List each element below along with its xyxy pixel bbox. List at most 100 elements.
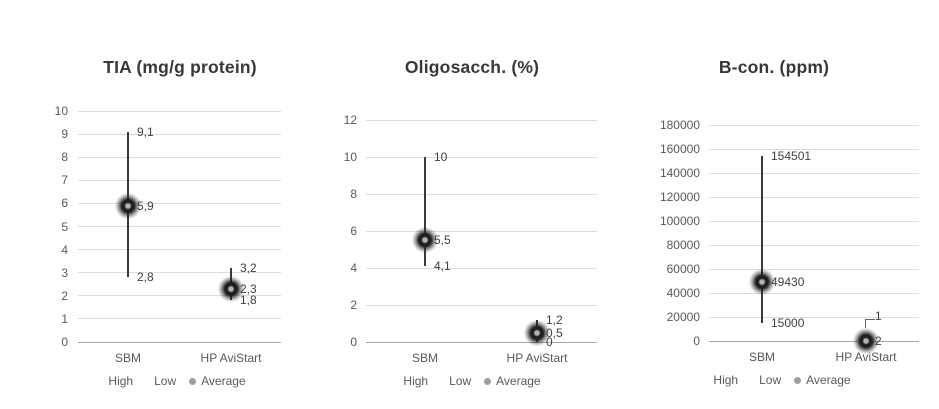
data-label-average: 2,3 — [240, 281, 257, 296]
legend-item-high: High — [713, 373, 739, 387]
y-gridline — [709, 172, 919, 174]
y-gridline — [78, 226, 281, 227]
average-marker — [749, 268, 775, 295]
y-gridline — [709, 148, 919, 150]
y-gridline — [78, 295, 281, 297]
y-gridline — [78, 249, 281, 251]
y-tick-label: 6 — [61, 196, 68, 211]
y-tick-label: 2 — [61, 288, 68, 303]
chart-title: TIA (mg/g protein) — [103, 57, 257, 77]
data-label-high: 154501 — [771, 148, 812, 163]
y-gridline — [78, 318, 281, 320]
data-label-low: 0 — [546, 335, 553, 349]
data-label-high: 1 — [875, 308, 882, 323]
y-tick-label: 8 — [350, 187, 357, 201]
y-gridline — [366, 156, 597, 158]
y-gridline — [709, 220, 919, 222]
data-label-low: 15000 — [771, 316, 805, 330]
data-label-average: 0,5 — [546, 325, 563, 340]
y-tick-label: 120000 — [659, 190, 700, 204]
data-label-average: 5,9 — [137, 198, 154, 213]
y-gridline — [78, 272, 281, 274]
legend: High Low Average — [57, 374, 297, 389]
y-gridline — [366, 341, 597, 343]
average-marker — [115, 192, 141, 219]
y-tick-label: 80000 — [666, 238, 700, 252]
y-gridline — [366, 304, 597, 306]
y-tick-label: 9 — [61, 127, 68, 142]
legend-average-dot-icon — [794, 377, 802, 384]
y-gridline — [78, 179, 281, 181]
average-marker — [218, 275, 244, 302]
legend: High Low Average — [352, 374, 592, 389]
y-tick-label: 6 — [350, 224, 357, 238]
y-tick-label: 0 — [61, 335, 68, 349]
average-marker — [524, 319, 550, 346]
y-tick-label: 60000 — [666, 262, 700, 276]
data-label-high: 1,2 — [546, 312, 563, 327]
legend-item-high: High — [108, 374, 134, 388]
data-label-low: 4,1 — [434, 259, 451, 274]
y-tick-label: 180000 — [659, 118, 700, 132]
y-tick-label: 4 — [61, 242, 68, 257]
data-label-average: 5,5 — [434, 233, 451, 248]
y-gridline — [709, 340, 919, 342]
legend-item-average: Average — [806, 373, 851, 387]
y-tick-label: 10 — [54, 104, 68, 118]
data-label-average: 49430 — [771, 274, 805, 289]
y-tick-label: 8 — [61, 150, 68, 165]
y-gridline — [709, 244, 919, 246]
legend-item-high: High — [403, 374, 429, 388]
average-marker — [853, 327, 879, 354]
hilo-whisker — [424, 157, 426, 267]
y-gridline — [78, 110, 281, 112]
legend-item-low: Low — [759, 373, 782, 387]
legend: High Low Average — [662, 373, 902, 388]
y-tick-label: 3 — [61, 265, 68, 280]
y-gridline — [366, 119, 597, 121]
y-tick-label: 0 — [350, 335, 357, 349]
y-gridline — [78, 133, 281, 135]
legend-item-average: Average — [496, 374, 541, 388]
y-tick-label: 10 — [343, 150, 357, 164]
y-gridline — [78, 341, 281, 343]
y-tick-label: 2 — [350, 298, 357, 312]
y-tick-label: 0 — [693, 334, 700, 348]
data-label-high: 10 — [434, 150, 448, 164]
y-gridline — [709, 292, 919, 294]
category-label: SBM — [748, 350, 775, 364]
legend-average-dot-icon — [484, 378, 492, 385]
y-gridline — [366, 193, 597, 195]
y-tick-label: 140000 — [659, 166, 700, 180]
legend-item-low: Low — [154, 374, 177, 388]
y-tick-label: 160000 — [659, 142, 700, 156]
y-gridline — [709, 268, 919, 270]
category-label: SBM — [114, 351, 141, 365]
y-gridline — [366, 267, 597, 269]
category-label: SBM — [411, 351, 438, 365]
data-label-high: 3,2 — [240, 261, 257, 276]
y-tick-label: 40000 — [666, 286, 700, 300]
data-label-high: 9,1 — [137, 124, 154, 139]
data-label-low: 2,8 — [137, 270, 154, 285]
category-label: HP AviStart — [200, 351, 262, 365]
category-label: HP AviStart — [835, 350, 897, 364]
y-gridline — [78, 202, 281, 204]
label-leader-line — [865, 318, 875, 328]
y-tick-label: 100000 — [659, 214, 700, 228]
category-label: HP AviStart — [506, 351, 568, 365]
data-label-average: 2 — [875, 333, 882, 348]
chart-title: Oligosacch. (%) — [404, 57, 540, 77]
y-tick-label: 20000 — [666, 310, 700, 324]
legend-item-average: Average — [201, 374, 246, 388]
y-gridline — [366, 230, 597, 232]
hilo-whisker — [761, 155, 763, 323]
legend-average-dot-icon — [189, 378, 197, 385]
y-gridline — [709, 316, 919, 318]
average-marker — [412, 227, 438, 254]
y-gridline — [709, 196, 919, 198]
legend-item-low: Low — [449, 374, 472, 388]
chart-title: B-con. (ppm) — [718, 57, 830, 77]
y-tick-label: 5 — [61, 219, 68, 234]
